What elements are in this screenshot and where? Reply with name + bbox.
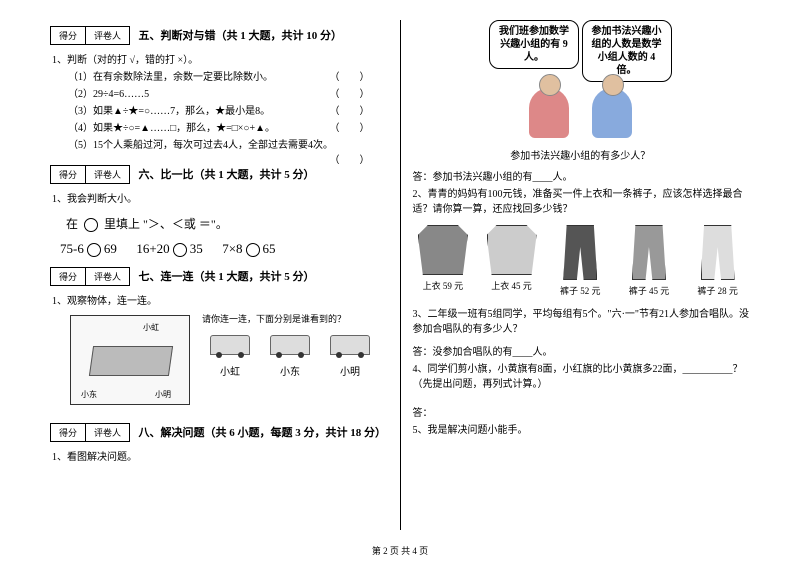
- q5-1-2: （2）29÷4=6……5（ ）: [68, 87, 390, 102]
- speech-bubble-2: 参加书法兴趣小组的人数是数学小组人数的 4 倍。: [582, 20, 672, 82]
- bus-shape: [89, 346, 173, 376]
- car-view-3: [330, 335, 370, 355]
- blank-circle[interactable]: [87, 243, 101, 257]
- score-box-7: 得分 评卷人: [50, 267, 130, 286]
- section-8-title: 八、解决问题（共 6 小题，每题 3 分，共计 18 分）: [139, 427, 387, 439]
- q8-4: 4、同学们剪小旗，小黄旗有8面，小红旗的比小黄旗多22面，__________？…: [413, 362, 751, 392]
- cars-panel: 请你连一连，下面分别是谁看到的？ 小虹 小东 小明: [200, 311, 370, 378]
- figure-row: 小虹 小东 小明 请你连一连，下面分别是谁看到的？ 小虹 小东 小明: [50, 311, 390, 409]
- score-box: 得分 评卷人: [50, 26, 130, 45]
- pants-3: [701, 225, 735, 280]
- section-6-title: 六、比一比（共 1 大题，共计 5 分）: [139, 169, 315, 181]
- section-6-header: 得分 评卷人 六、比一比（共 1 大题，共计 5 分）: [50, 165, 390, 188]
- grader-label: 评卷人: [86, 27, 129, 44]
- section-5-title: 五、判断对与错（共 1 大题，共计 10 分）: [139, 30, 343, 42]
- right-column: 我们班参加数学兴趣小组的有 9 人。 参加书法兴趣小组的人数是数学小组人数的 4…: [401, 20, 761, 530]
- speech-row: 我们班参加数学兴趣小组的有 9 人。 参加书法兴趣小组的人数是数学小组人数的 4…: [411, 20, 751, 82]
- q8-1: 1、看图解决问题。: [52, 450, 390, 465]
- q8-2: 2、青青的妈妈有100元钱，准备买一件上衣和一条裤子，应该怎样选择最合适？请你算…: [413, 187, 751, 217]
- score-box-6: 得分 评卷人: [50, 165, 130, 184]
- car-view-1: [210, 335, 250, 355]
- left-column: 得分 评卷人 五、判断对与错（共 1 大题，共计 10 分） 1、判断（对的打 …: [40, 20, 401, 530]
- jacket-2: [487, 225, 537, 275]
- scene-image: 小虹 小东 小明: [70, 315, 190, 405]
- pants-2: [632, 225, 666, 280]
- q5-1: 1、判断（对的打 √，错的打 ×）。: [52, 53, 390, 68]
- q5-1-4: （4）如果★÷○=▲……□，那么，★=□×○+▲。（ ）: [68, 121, 390, 136]
- q8-ans4: 答：: [413, 406, 751, 421]
- q8-3: 3、二年级一班有5组同学，平均每组有5个。"六·一"节有21人参加合唱队。没参加…: [413, 307, 751, 337]
- q5-1-5: （5）15个人乘船过河，每次可过去4人，全部过去需要4次。（ ）: [68, 138, 390, 153]
- q6-instr: 在 里填上 "＞、＜或 ＝"。: [66, 215, 390, 233]
- section-7-header: 得分 评卷人 七、连一连（共 1 大题，共计 5 分）: [50, 267, 390, 290]
- section-7-title: 七、连一连（共 1 大题，共计 5 分）: [139, 271, 315, 283]
- clothes-row: 上衣 59 元 上衣 45 元 裤子 52 元 裤子 45 元 裤子 28 元: [411, 225, 751, 297]
- q6-1: 1、我会判断大小。: [52, 192, 390, 207]
- speech-bubble-1: 我们班参加数学兴趣小组的有 9 人。: [489, 20, 579, 69]
- score-box-8: 得分 评卷人: [50, 423, 130, 442]
- compare-row: 75-669 16+2035 7×865: [60, 241, 390, 257]
- jacket-1: [418, 225, 468, 275]
- section-5-header: 得分 评卷人 五、判断对与错（共 1 大题，共计 10 分）: [50, 26, 390, 49]
- q5-1-3: （3）如果▲÷★=○……7，那么，★最小是8。（ ）: [68, 104, 390, 119]
- pants-1: [563, 225, 597, 280]
- q5-1-1: （1）在有余数除法里，余数一定要比除数小。（ ）: [68, 70, 390, 85]
- people-row: [411, 86, 751, 143]
- q8-5: 5、我是解决问题小能手。: [413, 423, 751, 438]
- q8-ans3: 答：没参加合唱队的有____人。: [413, 345, 751, 360]
- car-view-2: [270, 335, 310, 355]
- q8-ask1: 参加书法兴趣小组的有多少人？: [411, 149, 751, 164]
- blank-circle[interactable]: [246, 243, 260, 257]
- person-1: [529, 88, 569, 138]
- score-label: 得分: [51, 27, 86, 44]
- hint: 请你连一连，下面分别是谁看到的？: [202, 313, 370, 327]
- q7-1: 1、观察物体，连一连。: [52, 294, 390, 309]
- q8-ans1: 答：参加书法兴趣小组的有____人。: [413, 170, 751, 185]
- section-8-header: 得分 评卷人 八、解决问题（共 6 小题，每题 3 分，共计 18 分）: [50, 423, 390, 446]
- blank-circle[interactable]: [173, 243, 187, 257]
- page-footer: 第 2 页 共 4 页: [0, 544, 800, 557]
- person-2: [592, 88, 632, 138]
